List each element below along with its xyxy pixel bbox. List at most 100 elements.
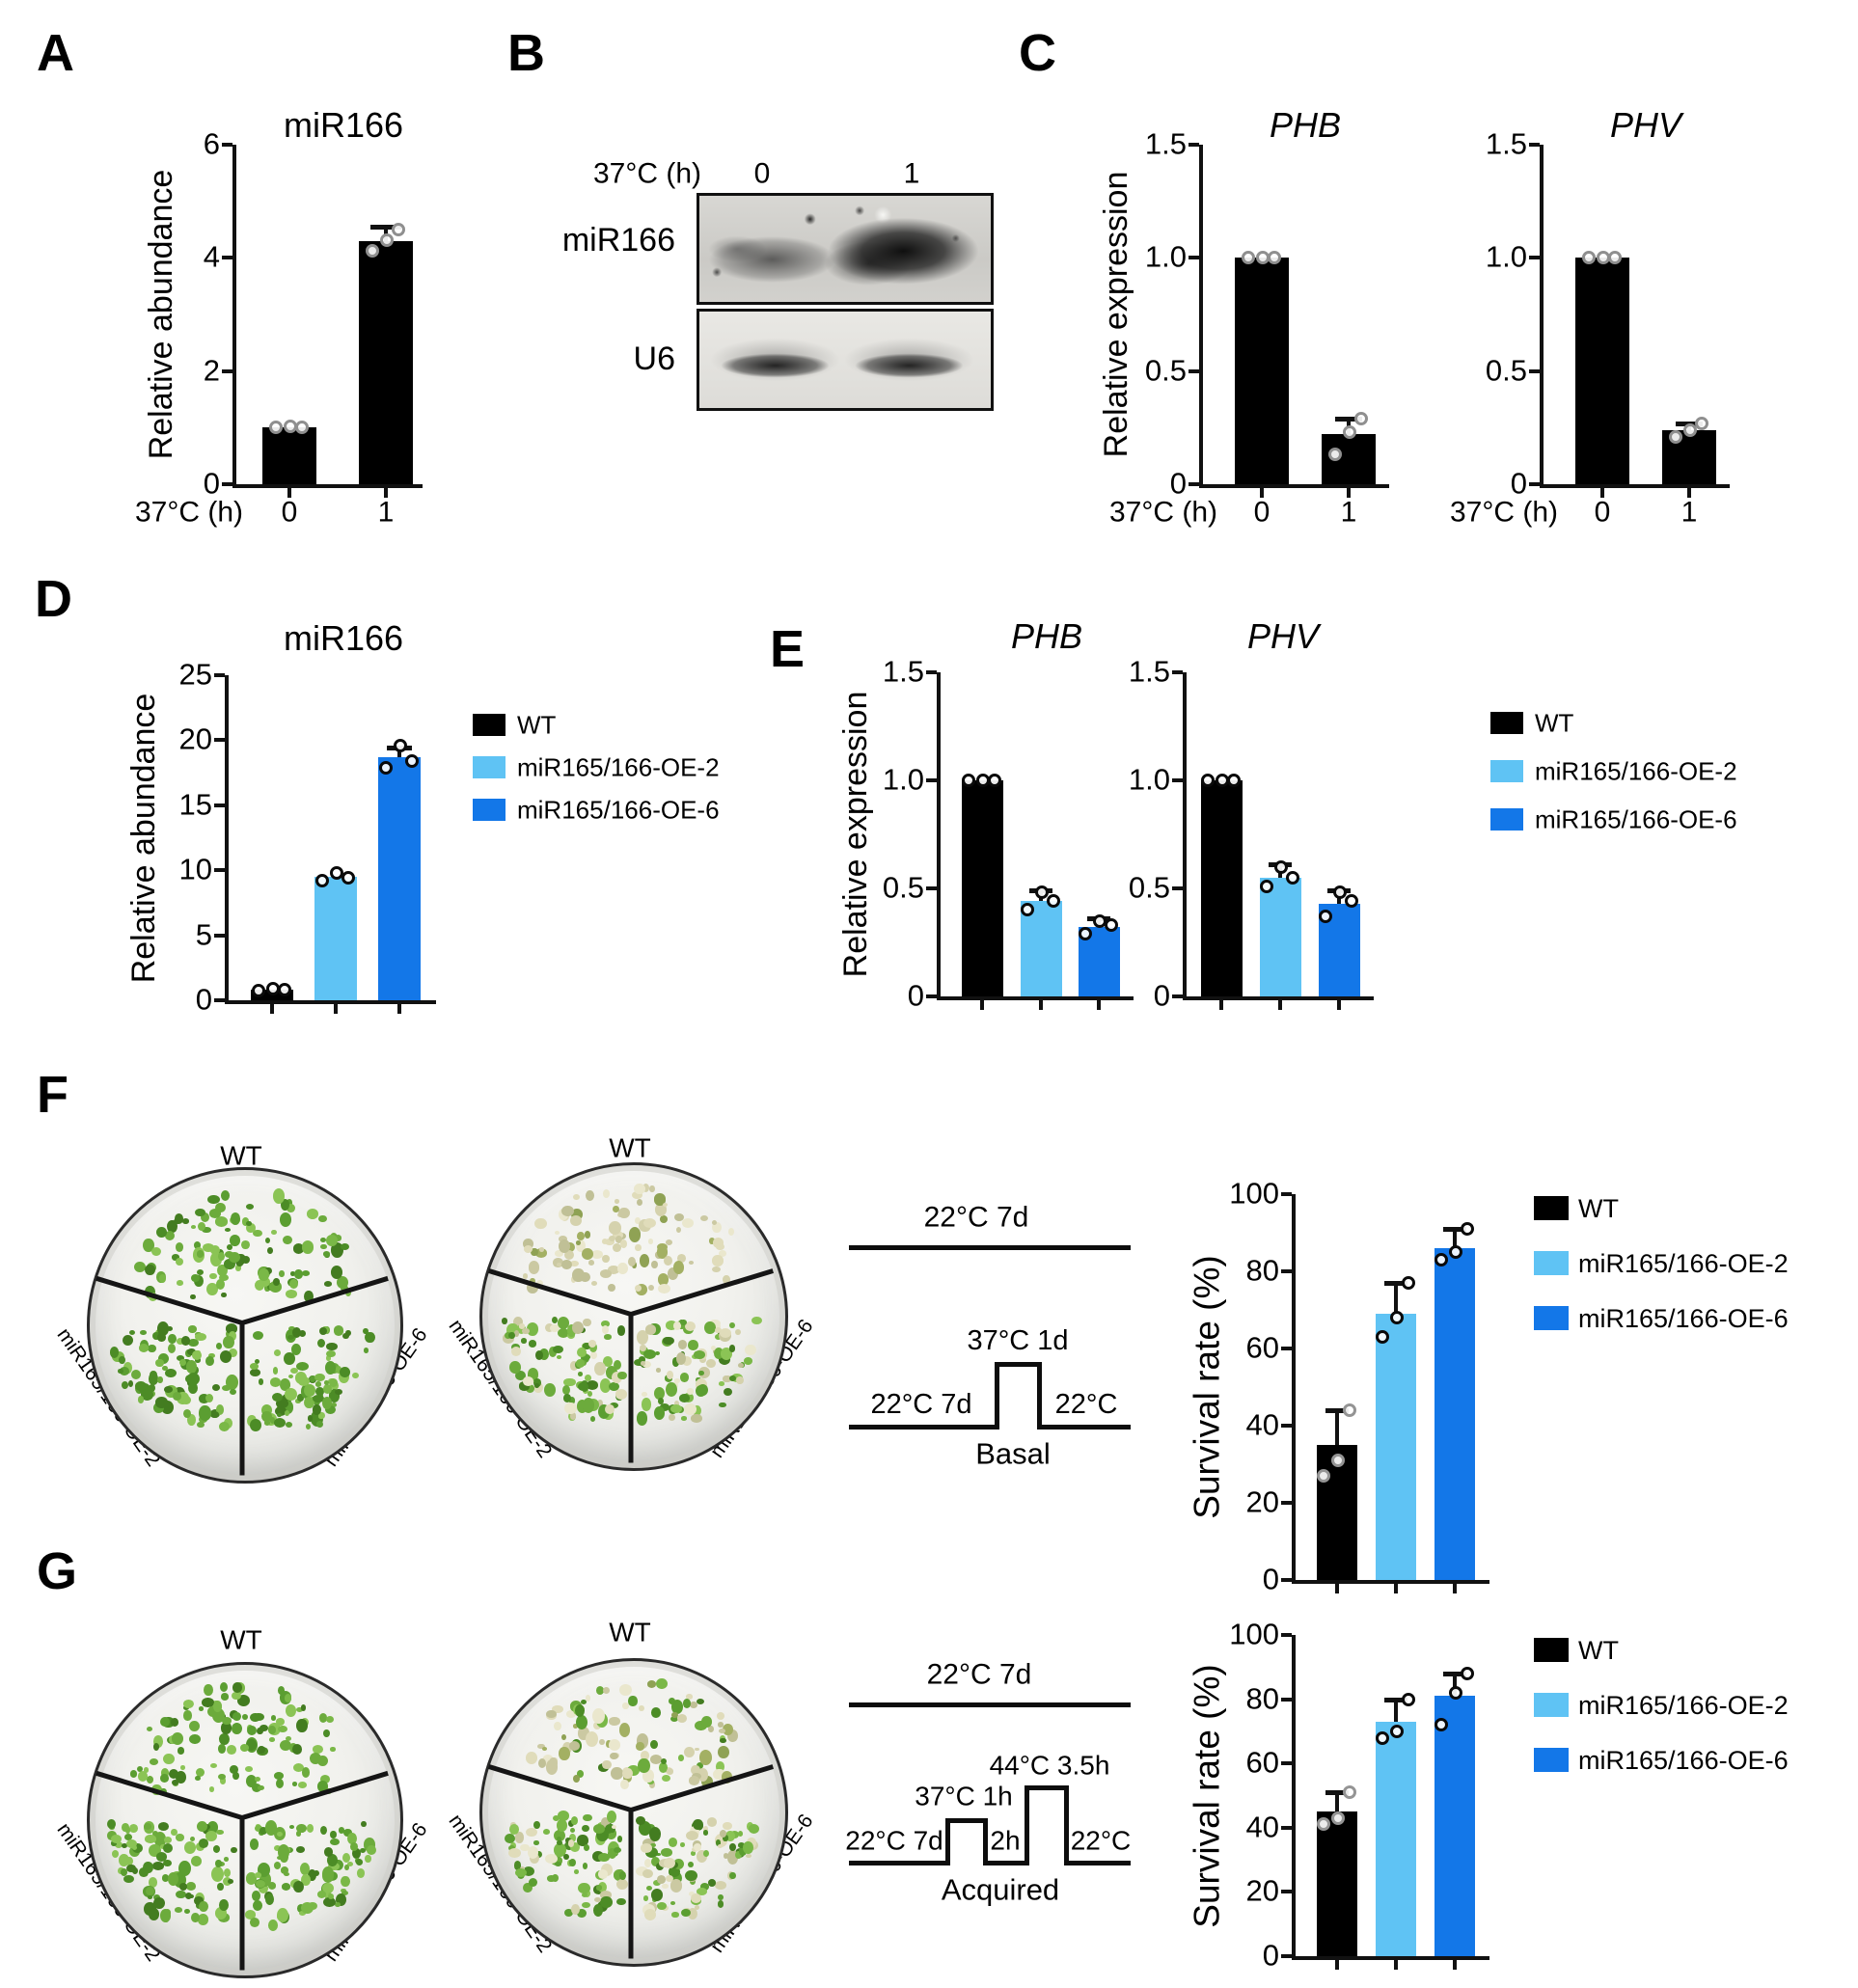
- y-tick-label: 0: [907, 978, 924, 1013]
- y-axis: [1540, 145, 1544, 484]
- seedling: [718, 1250, 726, 1258]
- seedling: [177, 1354, 185, 1361]
- error-whisker: [397, 748, 401, 757]
- seedling: [257, 1784, 265, 1791]
- plate-divider: [628, 1810, 634, 1958]
- seedling: [717, 1745, 729, 1758]
- x-tick: [980, 1000, 984, 1010]
- data-point: [962, 774, 975, 787]
- seedling: [653, 1193, 667, 1206]
- seedling: [352, 1372, 359, 1378]
- seedling: [269, 1737, 276, 1742]
- seedling: [702, 1850, 709, 1857]
- seedling: [628, 1227, 642, 1242]
- seedling: [147, 1344, 156, 1353]
- seedling: [320, 1774, 331, 1784]
- x-tick: [1039, 1000, 1043, 1010]
- seedling: [278, 1843, 290, 1860]
- legend-swatch: [1534, 1638, 1569, 1662]
- seedling: [639, 1253, 650, 1267]
- bar: [1376, 1314, 1416, 1580]
- seedling: [543, 1828, 551, 1835]
- seedling: [563, 1377, 576, 1387]
- seedling: [619, 1239, 627, 1249]
- seedling: [210, 1252, 222, 1266]
- y-tick-label: 100: [1229, 1617, 1279, 1651]
- seedling: [528, 1877, 538, 1887]
- seedling: [207, 1821, 219, 1834]
- seedling: [301, 1270, 311, 1277]
- seedling: [656, 1245, 669, 1259]
- seedling: [294, 1269, 303, 1280]
- seedling: [313, 1394, 325, 1403]
- seedling: [228, 1879, 233, 1885]
- seedling: [304, 1384, 316, 1398]
- seedling: [338, 1827, 344, 1834]
- seedling: [319, 1237, 327, 1243]
- seedling: [330, 1265, 343, 1279]
- seedling: [186, 1414, 196, 1427]
- seedling: [649, 1781, 656, 1788]
- seedling: [676, 1254, 686, 1263]
- seedling: [274, 1845, 281, 1852]
- seedling: [575, 1359, 585, 1368]
- bar: [1434, 1696, 1475, 1956]
- seedling: [241, 1240, 250, 1250]
- seedling: [598, 1868, 609, 1879]
- seedling: [215, 1203, 226, 1213]
- seedling: [208, 1785, 215, 1792]
- seedling: [573, 1193, 581, 1200]
- seedling: [642, 1868, 653, 1878]
- basal-pulse-label: 37°C 1d: [967, 1324, 1069, 1356]
- seedling: [335, 1389, 342, 1396]
- acquired-gap-line: [988, 1861, 1025, 1865]
- y-tick-label: 100: [1229, 1176, 1279, 1211]
- seedling: [650, 1740, 658, 1750]
- seedling: [590, 1249, 603, 1259]
- seedling: [318, 1214, 327, 1222]
- seedling: [571, 1321, 584, 1334]
- seedling: [165, 1368, 178, 1378]
- seedling: [202, 1226, 211, 1234]
- seedling: [342, 1890, 349, 1895]
- y-axis-label: Relative expression: [837, 691, 875, 978]
- seedling: [336, 1893, 347, 1907]
- seedling: [114, 1841, 123, 1848]
- seedling: [700, 1883, 710, 1891]
- data-point: [1260, 879, 1273, 893]
- seedling: [292, 1762, 304, 1773]
- x-category-label: 1: [377, 496, 395, 529]
- seedling: [244, 1909, 257, 1920]
- seedling: [176, 1833, 184, 1841]
- y-tick-label: 1.0: [882, 762, 924, 797]
- seedling: [697, 1367, 710, 1378]
- x-tick: [1278, 1000, 1282, 1010]
- seedling: [538, 1247, 545, 1253]
- seedling: [316, 1781, 329, 1792]
- seedling: [688, 1340, 698, 1350]
- seedling: [501, 1318, 507, 1324]
- seedling: [307, 1209, 319, 1219]
- seedling: [663, 1336, 674, 1346]
- seedling: [650, 1856, 660, 1867]
- seedling: [521, 1338, 527, 1344]
- seedling: [132, 1842, 143, 1854]
- seedling: [602, 1254, 611, 1264]
- legend-swatch: [473, 756, 505, 778]
- seedling: [148, 1373, 159, 1386]
- seedling: [291, 1743, 303, 1755]
- seedling: [190, 1856, 202, 1867]
- seedling: [330, 1402, 337, 1407]
- seedling: [675, 1352, 686, 1365]
- seedling: [122, 1335, 133, 1347]
- seedling: [667, 1768, 673, 1775]
- blot-lane-0-label: 0: [753, 157, 771, 190]
- seedling: [163, 1836, 173, 1844]
- seedling: [590, 1280, 598, 1287]
- seedling: [285, 1703, 296, 1718]
- seedling: [231, 1846, 237, 1854]
- seedling: [523, 1882, 533, 1893]
- seedling: [523, 1375, 534, 1386]
- seedling: [567, 1839, 574, 1847]
- seedling: [745, 1344, 756, 1356]
